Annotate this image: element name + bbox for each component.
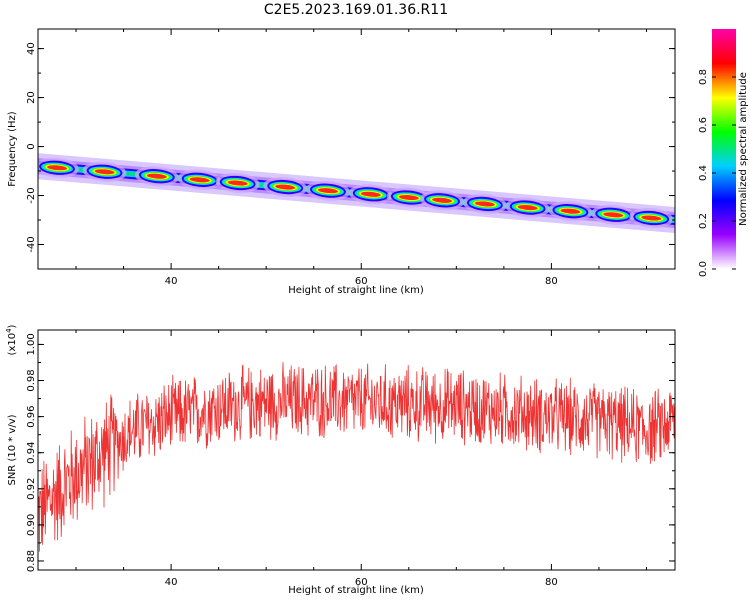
peak-red	[517, 205, 538, 211]
spectrogram-y-label: Frequency (Hz)	[7, 111, 18, 187]
spectrogram-peak	[215, 172, 260, 194]
spectrogram-x-ticks: 40 60 80	[75, 29, 647, 287]
peak-red	[398, 194, 419, 201]
spectrogram-peak	[386, 187, 431, 208]
snr-scale-factor: (x104)	[5, 324, 18, 355]
snr-frame	[37, 329, 676, 571]
spectrogram-x-label: Height of straight line (km)	[288, 285, 424, 296]
snr-x-ticks: 40 60 80	[75, 330, 647, 588]
snr-y-tick-label: 1.00	[26, 333, 37, 355]
spectrogram-peak	[38, 157, 79, 178]
spectrogram-x-tick-label: 40	[165, 276, 178, 287]
peak-red	[603, 212, 624, 218]
snr-x-label: Height of straight line (km)	[288, 585, 424, 596]
peak-red	[360, 191, 381, 197]
spectrogram-peak	[263, 176, 308, 198]
peak-red	[318, 188, 338, 194]
snr-x-tick-label: 80	[545, 577, 558, 588]
peak-red	[641, 215, 662, 221]
colorbar-tick-label: 0.0	[698, 261, 709, 277]
snr-y-tick-label: 0.94	[26, 442, 37, 464]
peak-red	[227, 180, 248, 186]
peak-red	[474, 201, 495, 207]
spectrogram-y-tick-label: 20	[26, 91, 37, 104]
spectrogram-x-tick-label: 60	[355, 276, 368, 287]
peak-red	[47, 165, 67, 171]
peak-red	[94, 169, 115, 175]
spectrogram-panel: 40 60 80 -40 -20 0 20 40 Height of straight li…	[7, 28, 676, 296]
spectrogram-peak	[420, 190, 465, 211]
spectrogram-y-tick-label: 0	[26, 143, 37, 149]
peak-red	[560, 208, 581, 214]
colorbar: 0.0 0.2 0.4 0.6 0.8 Normalized spectral ampl…	[698, 29, 749, 277]
snr-x-tick-label: 40	[165, 577, 178, 588]
colorbar-label: Normalized spectral amplitude	[738, 72, 749, 226]
spectrogram-frame	[37, 28, 676, 270]
spectrogram-peak	[177, 169, 222, 190]
spectrogram-peak	[591, 204, 636, 225]
colorbar-tick-label: 0.2	[698, 213, 709, 229]
spectrogram-y-tick-label: -40	[26, 236, 37, 252]
snr-x-tick-label: 60	[355, 577, 368, 588]
snr-y-tick-label: 0.92	[26, 478, 37, 500]
peak-red	[146, 173, 167, 179]
spectrogram-peak	[348, 184, 393, 205]
spectrogram-peak	[82, 161, 127, 182]
spectrogram-peak	[306, 180, 350, 201]
peak-red	[189, 177, 210, 183]
colorbar-scale	[712, 29, 736, 269]
snr-series-line	[38, 362, 675, 552]
colorbar-tick-label: 0.4	[698, 165, 709, 181]
spectrogram-y-tick-label: -20	[26, 187, 37, 203]
snr-y-tick-label: 0.88	[26, 550, 37, 572]
spectrogram-peak	[462, 193, 507, 215]
spectrogram-peak	[505, 197, 550, 218]
peak-red	[275, 184, 296, 190]
chart-title: C2E5.2023.169.01.36.R11	[263, 2, 449, 18]
colorbar-tick-label: 0.6	[698, 117, 709, 133]
spectrogram-x-tick-label: 80	[545, 276, 558, 287]
colorbar-ticks: 0.0 0.2 0.4 0.6 0.8	[698, 69, 736, 277]
snr-y-tick-label: 0.90	[26, 514, 37, 536]
spectrogram-y-ticks: -40 -20 0 20 40	[26, 42, 675, 270]
snr-y-ticks: 0.88 0.90 0.92 0.94 0.96 0.98 1.00	[26, 333, 675, 572]
spectrogram-peak	[629, 207, 674, 229]
spectrogram-peak	[134, 166, 179, 187]
snr-y-label: SNR (10 * v/v)	[7, 414, 18, 485]
spectrogram-peak	[548, 201, 593, 222]
spectrogram-data	[38, 153, 675, 234]
colorbar-tick-label: 0.8	[698, 69, 709, 85]
spectrogram-y-tick-label: 40	[26, 42, 37, 55]
peak-red	[432, 197, 453, 203]
snr-y-tick-label: 0.98	[26, 369, 37, 391]
snr-y-tick-label: 0.96	[26, 405, 37, 427]
snr-panel: 40 60 80 0.88 0.90 0.92 0.94 0.96 0.98 1.00 Heig…	[5, 324, 676, 596]
